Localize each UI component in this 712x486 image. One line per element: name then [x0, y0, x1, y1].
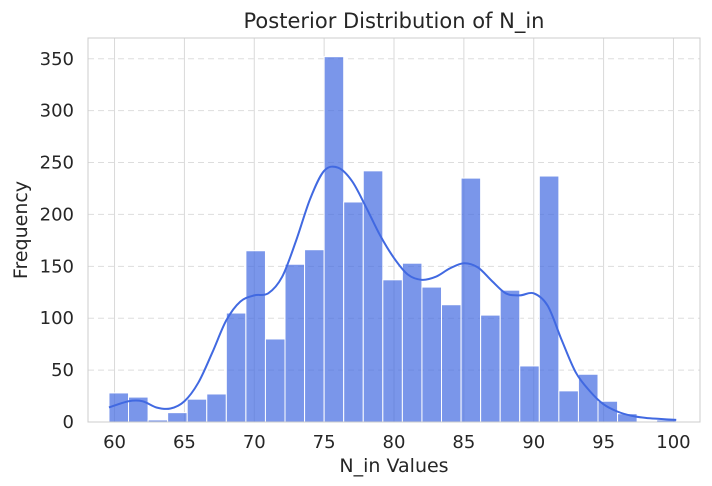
- histogram-bar: [245, 250, 266, 423]
- y-tick-label: 50: [51, 360, 74, 381]
- y-tick-label: 200: [40, 204, 74, 225]
- plot-frame: [87, 37, 701, 423]
- y-tick-label: 150: [40, 256, 74, 277]
- y-tick-label: 0: [63, 412, 74, 433]
- histogram-bar: [304, 249, 325, 423]
- x-tick-label: 95: [592, 432, 615, 453]
- x-tick-label: 90: [522, 432, 545, 453]
- histogram-bar: [421, 286, 443, 423]
- histogram-bar: [323, 56, 345, 423]
- histogram-bar: [343, 201, 364, 423]
- x-tick-label: 75: [313, 432, 336, 453]
- y-tick-label: 300: [40, 101, 74, 122]
- kde-curve: [108, 165, 677, 421]
- histogram-bar: [499, 289, 521, 423]
- histogram-bar: [284, 263, 306, 423]
- histogram-bar: [186, 398, 208, 423]
- histogram-bar: [401, 262, 423, 423]
- x-axis-label: N_in Values: [339, 455, 448, 477]
- x-tick-labels: 60 65 70 75 80 85 90 95 100: [103, 432, 691, 453]
- y-tick-label: 100: [40, 308, 74, 329]
- histogram-bar: [382, 279, 403, 423]
- x-tick-label: 70: [243, 432, 266, 453]
- y-tick-labels: 0 50 100 150 200 250 300 350: [40, 49, 74, 433]
- y-tick-label: 350: [40, 49, 74, 70]
- histogram-bar: [206, 393, 227, 423]
- histogram-bar: [597, 400, 619, 423]
- histogram-bar: [225, 312, 247, 423]
- y-tick-label: 250: [40, 153, 74, 174]
- histogram-bar: [558, 390, 579, 423]
- histogram-bar: [167, 412, 188, 423]
- bars: [108, 56, 677, 423]
- x-tick-label: 100: [656, 432, 690, 453]
- histogram-bar: [519, 365, 540, 423]
- x-tick-label: 65: [173, 432, 196, 453]
- x-tick-label: 85: [452, 432, 475, 453]
- histogram-bar: [441, 304, 462, 423]
- chart-title: Posterior Distribution of N_in: [244, 9, 545, 34]
- x-tick-label: 80: [383, 432, 406, 453]
- histogram-bar: [264, 338, 286, 423]
- x-tick-label: 60: [103, 432, 126, 453]
- histogram-bar: [480, 314, 501, 423]
- y-axis-label: Frequency: [10, 181, 32, 279]
- histogram-bar: [460, 177, 482, 423]
